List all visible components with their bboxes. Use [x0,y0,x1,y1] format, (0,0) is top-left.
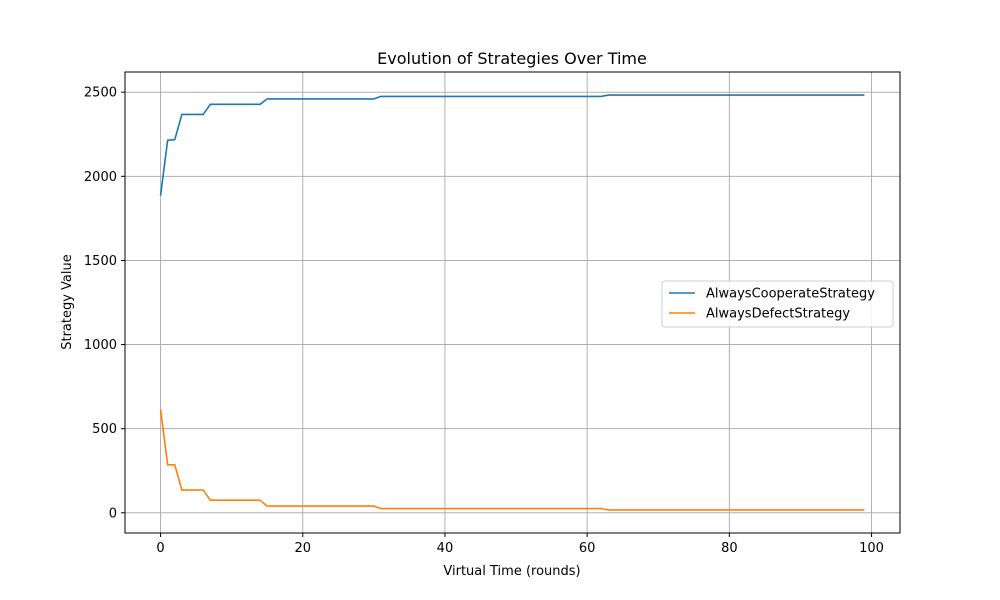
x-tick-label: 0 [156,541,164,556]
grid [125,72,900,533]
legend-label-AlwaysDefectStrategy: AlwaysDefectStrategy [706,307,850,322]
plot-frame [124,71,901,534]
x-axis-label: Virtual Time (rounds) [443,564,580,579]
y-axis-label: Strategy Value [60,254,75,350]
y-tick-label: 1500 [84,254,117,269]
x-tick-label: 40 [437,541,454,556]
chart-title: Evolution of Strategies Over Time [377,49,647,68]
y-tick-label: 2000 [84,170,117,185]
y-tick-label: 2500 [84,86,117,101]
y-tick-label: 1000 [84,338,117,353]
series-layer [159,94,865,511]
legend-label-AlwaysCooperateStrategy: AlwaysCooperateStrategy [706,287,875,302]
x-tick-label: 20 [294,541,311,556]
series-line-AlwaysCooperateStrategy [159,94,865,196]
x-tick-label: 60 [579,541,596,556]
legend-box [661,280,894,328]
y-tick-label: 0 [109,506,117,521]
legend: AlwaysCooperateStrategy AlwaysDefectStrat… [661,280,894,328]
series-line-AlwaysDefectStrategy [159,409,865,511]
y-tick-label: 500 [92,422,117,437]
x-tick-label: 80 [721,541,738,556]
x-tick-label: 100 [859,541,884,556]
